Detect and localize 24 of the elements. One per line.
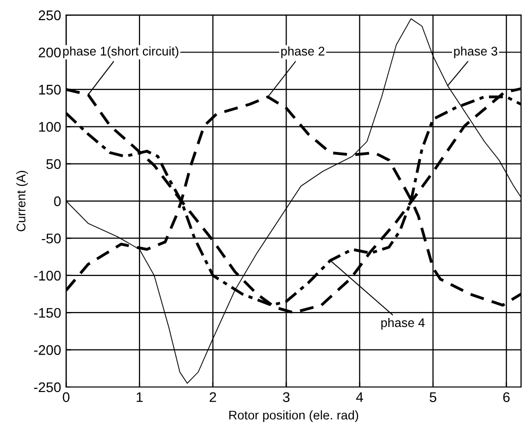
x-tick-label: 2 — [210, 392, 216, 402]
y-axis-title: Current (A) — [16, 170, 28, 232]
x-tick-label: 4 — [356, 392, 364, 402]
x-tick-label: 6 — [503, 392, 510, 402]
x-tick-label: 3 — [282, 392, 290, 402]
y-tick-label: 200 — [38, 48, 61, 58]
text: phase 4 — [381, 318, 425, 330]
y-tick-label: 50 — [46, 159, 61, 169]
x-tick-label: 1 — [136, 392, 143, 402]
y-tick-label: -250 — [34, 382, 61, 392]
x-tick-label: 5 — [430, 392, 436, 402]
y-tick-label: -50 — [42, 234, 61, 244]
y-tick-label: 150 — [39, 84, 61, 95]
x-axis-title: Rotor position (ele. rad) — [229, 410, 358, 422]
y-tick-label: -150 — [34, 308, 61, 318]
series-label: phase 3 — [454, 46, 498, 58]
text: phase 1(short circuit) — [63, 46, 178, 58]
y-tick-label: -100 — [34, 270, 61, 281]
y-tick-label: 0 — [54, 196, 61, 206]
y-tick-label: 250 — [38, 10, 61, 20]
x-tick-label: 0 — [62, 392, 70, 402]
y-tick-label: 100 — [39, 122, 61, 132]
y-tick-label: -200 — [34, 345, 61, 355]
text: phase 2 — [281, 46, 324, 58]
